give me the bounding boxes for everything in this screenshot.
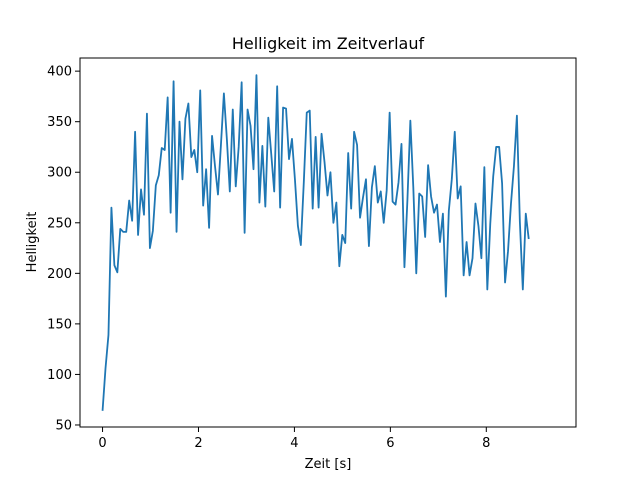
x-axis: 0 2 4 6 8 [98, 427, 490, 451]
y-axis-label: Helligkeit [25, 212, 40, 273]
x-axis-label: Zeit [s] [305, 457, 352, 472]
y-tick-label: 50 [55, 418, 72, 433]
x-tick-label: 6 [386, 436, 394, 451]
plot-area [101, 74, 530, 411]
y-tick-label: 400 [47, 65, 72, 80]
series-line-0 [101, 74, 530, 411]
chart-title: Helligkeit im Zeitverlauf [232, 34, 425, 53]
y-tick-label: 300 [47, 166, 72, 181]
y-axis: 50 100 150 200 250 300 350 400 [47, 65, 80, 433]
x-tick-label: 8 [482, 436, 490, 451]
y-tick-label: 150 [47, 317, 72, 332]
y-tick-label: 250 [47, 216, 72, 231]
x-tick-label: 0 [98, 436, 106, 451]
y-tick-label: 350 [47, 115, 72, 130]
plot-frame [79, 57, 577, 428]
y-tick-label: 200 [47, 267, 72, 282]
x-tick-label: 4 [290, 436, 298, 451]
y-tick-label: 100 [47, 368, 72, 383]
x-tick-label: 2 [194, 436, 202, 451]
